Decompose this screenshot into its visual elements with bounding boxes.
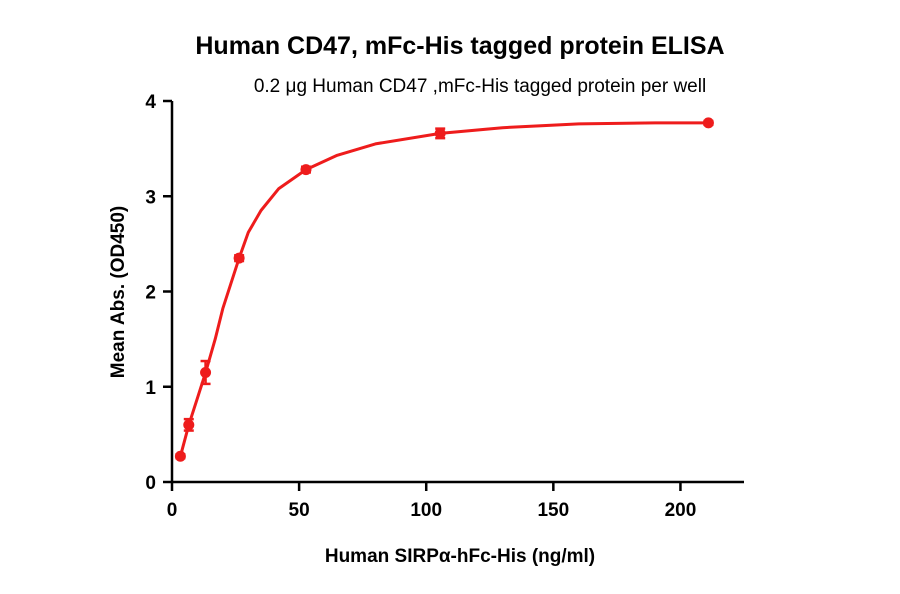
y-axis-label: Mean Abs. (OD450)	[108, 206, 129, 378]
data-point	[200, 366, 212, 378]
data-point	[233, 252, 245, 264]
data-point	[174, 450, 186, 462]
axis-ticks: 0 50 100 150 200 0 1 2 3 4	[145, 92, 696, 521]
data-marks	[174, 117, 714, 462]
data-point	[300, 164, 312, 176]
chart-subtitle: 0.2 μg Human CD47 ,mFc-His tagged protei…	[254, 76, 706, 97]
data-point	[183, 419, 195, 431]
y-tick-label: 0	[145, 473, 156, 494]
fit-curve	[178, 121, 710, 458]
x-axis-label: Human SIRPα-hFc-His (ng/ml)	[325, 546, 595, 567]
y-tick-label: 3	[145, 187, 156, 208]
y-tick-label: 4	[145, 92, 156, 113]
y-tick-label: 1	[145, 378, 156, 399]
chart-title: Human CD47, mFc-His tagged protein ELISA	[195, 32, 724, 60]
x-tick-label: 50	[289, 500, 310, 521]
x-tick-label: 200	[665, 500, 697, 521]
data-point	[434, 127, 446, 139]
data-point	[702, 117, 714, 129]
x-tick-label: 0	[167, 500, 178, 521]
y-tick-label: 2	[145, 283, 156, 304]
x-tick-label: 150	[537, 500, 569, 521]
x-tick-label: 100	[410, 500, 442, 521]
